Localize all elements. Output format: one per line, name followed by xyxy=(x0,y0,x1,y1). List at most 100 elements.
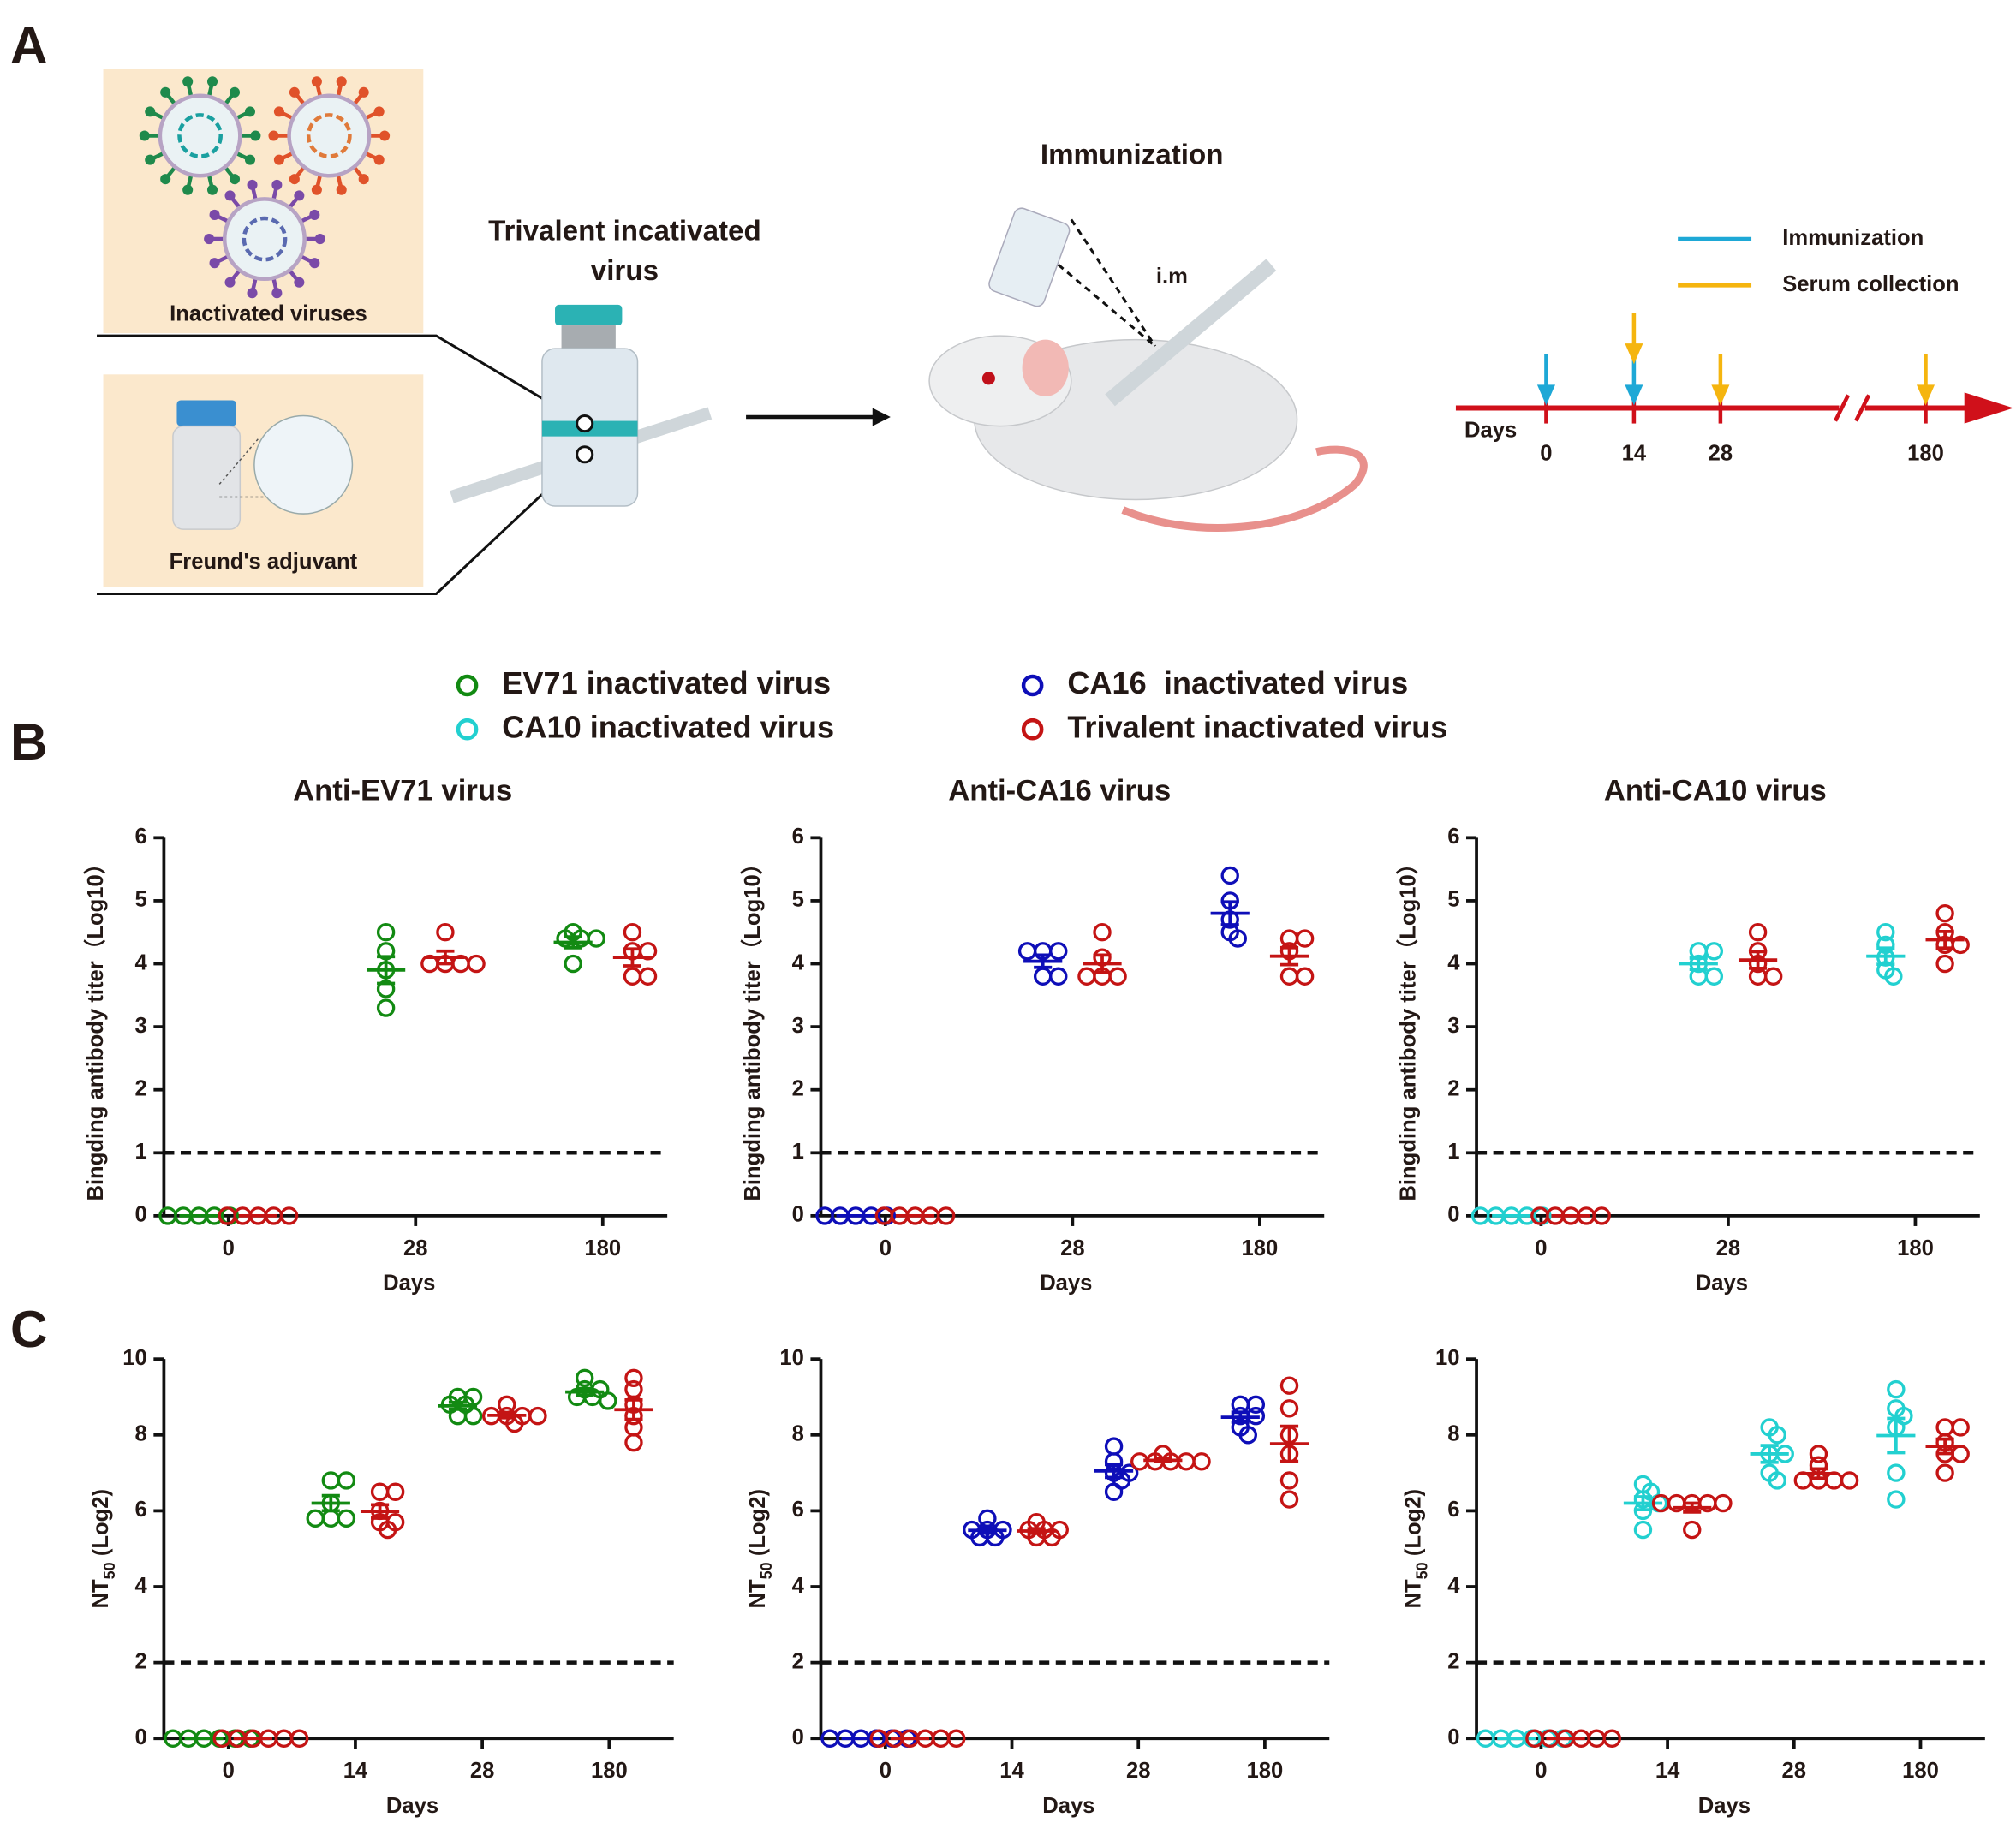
virus-spike-head xyxy=(379,130,391,141)
virus-spike-head xyxy=(271,179,283,190)
virus-spike-head xyxy=(206,76,218,87)
data-point xyxy=(1840,1471,1859,1490)
zoom-line xyxy=(1057,264,1156,348)
data-point xyxy=(599,1391,617,1410)
chart-title: Anti-CA10 virus xyxy=(1604,775,1827,807)
x-tick-label: 28 xyxy=(403,1236,428,1260)
y-tick-label: 6 xyxy=(135,1498,147,1522)
y-tick-label: 6 xyxy=(792,1498,804,1522)
virus-capsid xyxy=(287,93,372,178)
y-tick-label: 5 xyxy=(792,888,804,912)
data-point xyxy=(1192,1452,1211,1471)
x-tick-label: 14 xyxy=(1655,1759,1680,1783)
x-axis-label: Days xyxy=(1698,1794,1751,1818)
mouse-ear xyxy=(1022,339,1069,396)
data-point xyxy=(1704,967,1724,986)
virus-spike-head xyxy=(268,130,279,141)
data-point xyxy=(869,1729,888,1748)
virus-spike-head xyxy=(309,209,320,220)
x-tick-label: 0 xyxy=(1535,1236,1547,1260)
virus-spike-head xyxy=(139,130,150,141)
schedule-arrow xyxy=(1625,312,1643,365)
virus-spike-head xyxy=(160,86,171,98)
legend-label: Serum collection xyxy=(1782,272,1959,296)
data-point xyxy=(1108,967,1127,986)
legend-label: CA10 inactivated virus xyxy=(502,709,834,744)
virus-spike-head xyxy=(314,234,325,245)
x-axis-label: Days xyxy=(1042,1794,1094,1818)
data-point xyxy=(1279,1376,1299,1395)
y-tick-label: 8 xyxy=(792,1422,804,1446)
virus-spike-head xyxy=(273,154,284,165)
y-tick-label: 3 xyxy=(135,1014,147,1038)
schedule-arrow xyxy=(1711,354,1730,406)
x-axis-label: Days xyxy=(383,1272,435,1296)
y-tick-label: 0 xyxy=(792,1203,804,1227)
vial-cap xyxy=(555,304,623,326)
chart: NT50 (Log2) Days 0 2 4 6 8 10 0 14 28 180 xyxy=(1401,1346,1985,1818)
y-tick-label: 2 xyxy=(792,1649,804,1673)
connector-dot xyxy=(576,414,594,433)
y-tick-label: 5 xyxy=(1447,888,1459,912)
y-tick-label: 5 xyxy=(135,888,147,912)
data-point xyxy=(1104,1482,1124,1501)
data-point xyxy=(623,967,642,986)
legend-label: Trivalent inactivated virus xyxy=(1067,709,1447,744)
y-axis-label-part: NT xyxy=(746,1579,770,1608)
data-point xyxy=(564,954,582,974)
y-tick-label: 2 xyxy=(792,1076,804,1100)
virus-spike-head xyxy=(336,76,347,87)
virus-spike-head xyxy=(224,190,236,201)
virus-spike-head xyxy=(160,174,171,185)
y-tick-label: 2 xyxy=(135,1649,147,1673)
charts: Anti-EV71 virus Bingding antibody titer（L… xyxy=(83,775,1985,1818)
x-axis-label: Days xyxy=(1696,1272,1748,1296)
virus-capsid xyxy=(222,197,307,282)
legend-label: EV71 inactivated virus xyxy=(502,665,831,700)
data-point xyxy=(321,1471,341,1490)
data-point xyxy=(1228,929,1247,948)
data-point xyxy=(370,1482,390,1501)
data-point xyxy=(624,1379,643,1399)
y-tick-label: 10 xyxy=(1435,1346,1460,1370)
data-point xyxy=(1104,1437,1124,1456)
data-point xyxy=(1017,942,1037,961)
virus-genome xyxy=(306,113,352,158)
virus-spike-head xyxy=(373,106,385,117)
y-axis-label: NT50 (Log2) xyxy=(1401,1489,1430,1609)
virus-genome xyxy=(242,216,288,262)
y-tick-label: 4 xyxy=(135,1574,148,1598)
x-tick-label: 0 xyxy=(1535,1759,1547,1783)
data-point xyxy=(212,1729,231,1748)
virus-spike-head xyxy=(273,106,284,117)
data-point xyxy=(1887,1379,1906,1399)
schedule-arrow xyxy=(1536,354,1555,406)
timeline-tick-label: 180 xyxy=(1907,442,1944,466)
data-point xyxy=(575,1368,594,1388)
x-tick-label: 0 xyxy=(880,1759,892,1783)
bottle xyxy=(172,425,242,530)
data-point xyxy=(1592,1206,1611,1225)
virus-spike-head xyxy=(209,209,220,220)
y-tick-label: 0 xyxy=(792,1725,804,1749)
chart-title: Anti-EV71 virus xyxy=(293,775,512,807)
zoom-line xyxy=(1070,218,1157,347)
x-tick-label: 180 xyxy=(1897,1236,1934,1260)
y-axis-label: NT50 (Log2) xyxy=(746,1489,775,1609)
data-point xyxy=(1279,1490,1299,1509)
data-point xyxy=(624,1433,643,1452)
x-tick-label: 180 xyxy=(1247,1759,1284,1783)
virus-spike-head xyxy=(247,179,258,190)
panel-label: C xyxy=(10,1300,48,1358)
data-point xyxy=(1220,866,1239,885)
x-tick-label: 180 xyxy=(1242,1236,1279,1260)
legend-label: Immunization xyxy=(1782,226,1924,250)
data-point xyxy=(1238,1426,1258,1445)
y-tick-label: 8 xyxy=(135,1422,147,1446)
data-point xyxy=(623,923,642,942)
data-point xyxy=(1633,1520,1653,1540)
y-tick-label: 3 xyxy=(792,1014,804,1038)
step-label: Immunization xyxy=(1041,139,1224,170)
virus-spike-head xyxy=(145,106,156,117)
timeline-tick-label: 0 xyxy=(1540,442,1552,466)
